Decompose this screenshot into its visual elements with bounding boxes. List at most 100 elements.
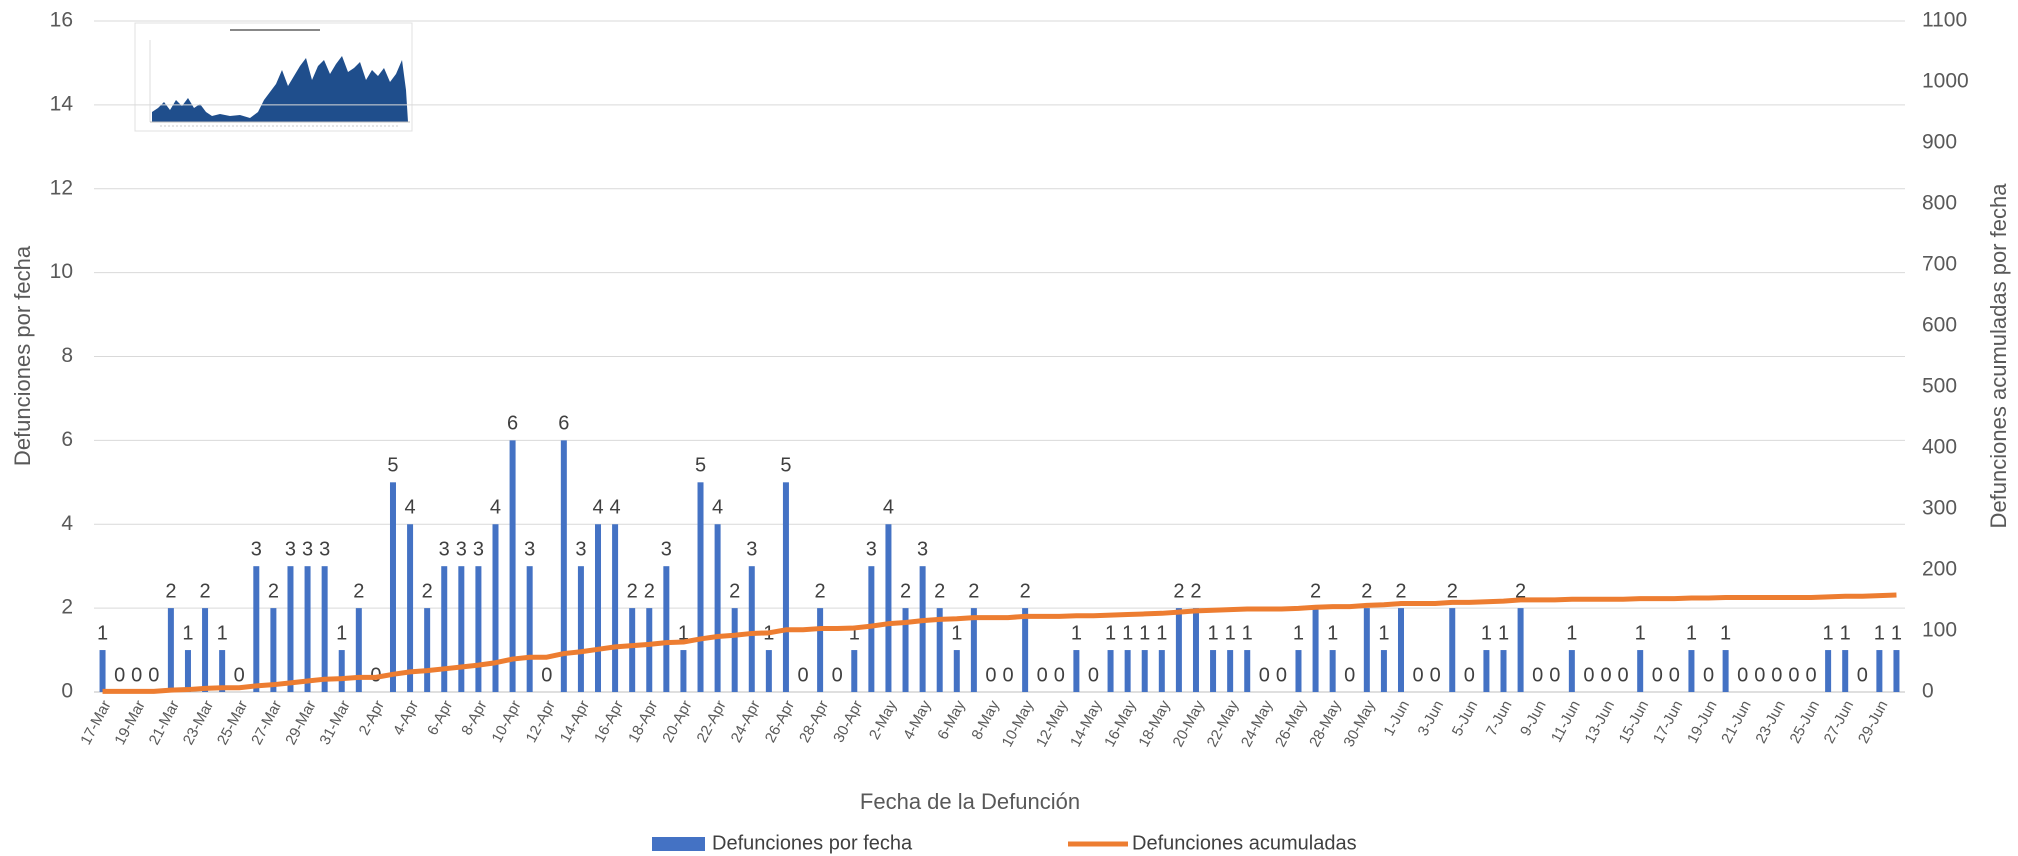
data-label: 1 (1686, 622, 1697, 644)
data-label: 5 (387, 455, 398, 477)
bar (595, 524, 602, 692)
bar (817, 608, 824, 692)
bar (1483, 650, 1490, 692)
data-label: 1 (1105, 622, 1116, 644)
bar (1158, 650, 1165, 692)
y-tick-label: 12 (50, 176, 73, 199)
data-label: 1 (1378, 622, 1389, 644)
bar (526, 566, 533, 692)
y2-tick-label: 600 (1922, 314, 1957, 337)
x-tick-label: 10-May (999, 697, 1038, 750)
data-label: 5 (780, 455, 791, 477)
data-label: 2 (627, 580, 638, 602)
bar (270, 608, 277, 692)
data-label: 1 (1242, 622, 1253, 644)
bar (389, 482, 396, 692)
data-label: 1 (1823, 622, 1834, 644)
x-tick-label: 20-Apr (659, 698, 695, 746)
data-label: 3 (917, 538, 928, 560)
data-label: 3 (285, 538, 296, 560)
bar (1876, 650, 1883, 692)
data-label: 0 (1771, 664, 1782, 686)
data-label: 1 (1327, 622, 1338, 644)
bar (936, 608, 943, 692)
x-tick-label: 7-Jun (1483, 698, 1516, 739)
data-label: 1 (849, 622, 860, 644)
x-tick-label: 17-Jun (1650, 698, 1687, 746)
x-tick-label: 26-May (1272, 697, 1311, 750)
bar (868, 566, 875, 692)
data-label: 3 (524, 538, 535, 560)
bar (1227, 650, 1234, 692)
data-label: 0 (1652, 664, 1663, 686)
y-tick-label: 2 (61, 596, 73, 619)
data-label: 2 (968, 580, 979, 602)
data-label: 2 (900, 580, 911, 602)
bar (714, 524, 721, 692)
bar (202, 608, 209, 692)
data-label: 2 (1020, 580, 1031, 602)
bar (851, 650, 858, 692)
bar (424, 608, 431, 692)
bar (219, 650, 226, 692)
data-label: 0 (541, 664, 552, 686)
data-label: 3 (746, 538, 757, 560)
data-label: 0 (1259, 664, 1270, 686)
bar (1449, 608, 1456, 692)
data-label: 0 (1464, 664, 1475, 686)
x-tick-label: 27-Mar (248, 698, 285, 748)
data-label: 0 (1669, 664, 1680, 686)
data-label: 0 (1054, 664, 1065, 686)
y-tick-label: 14 (50, 92, 74, 115)
data-label: 1 (1635, 622, 1646, 644)
bar (1380, 650, 1387, 692)
y-tick-label: 10 (50, 260, 73, 283)
x-axis-title: Fecha de la Defunción (860, 789, 1080, 814)
x-tick-label: 29-Mar (282, 698, 319, 748)
data-label: 0 (1088, 664, 1099, 686)
data-label: 0 (985, 664, 996, 686)
bar (1842, 650, 1849, 692)
data-label: 1 (182, 622, 193, 644)
bar (919, 566, 926, 692)
bar (1722, 650, 1729, 692)
data-label: 3 (456, 538, 467, 560)
data-label: 3 (319, 538, 330, 560)
x-tick-label: 25-Jun (1787, 698, 1824, 746)
bar (184, 650, 191, 692)
data-label: 1 (97, 622, 108, 644)
data-label: 1 (1225, 622, 1236, 644)
x-tick-label: 2-May (866, 697, 901, 742)
data-label: 0 (797, 664, 808, 686)
bar (782, 482, 789, 692)
bar (1517, 608, 1524, 692)
data-label: 1 (217, 622, 228, 644)
x-tick-label: 16-Apr (591, 698, 627, 746)
data-label: 1 (1566, 622, 1577, 644)
x-tick-label: 17-Mar (77, 698, 114, 748)
x-tick-label: 24-May (1238, 697, 1277, 750)
data-label: 2 (1190, 580, 1201, 602)
data-label: 3 (251, 538, 262, 560)
data-label: 1 (1071, 622, 1082, 644)
data-label: 0 (1737, 664, 1748, 686)
bar (1244, 650, 1251, 692)
x-tick-label: 20-May (1170, 697, 1209, 750)
x-tick-label: 18-May (1135, 697, 1174, 750)
data-label: 0 (1549, 664, 1560, 686)
y2-tick-label: 500 (1922, 375, 1957, 398)
data-label: 4 (490, 497, 501, 519)
bar (355, 608, 362, 692)
bar (697, 482, 704, 692)
data-label: 0 (1002, 664, 1013, 686)
data-label: 2 (353, 580, 364, 602)
bar (1637, 650, 1644, 692)
bar (441, 566, 448, 692)
legend-label: Defunciones acumuladas (1132, 832, 1357, 854)
data-label: 1 (678, 622, 689, 644)
data-label: 0 (1788, 664, 1799, 686)
x-tick-label: 21-Jun (1718, 698, 1755, 746)
x-tick-label: 25-Mar (214, 698, 251, 748)
data-label: 6 (507, 413, 518, 435)
